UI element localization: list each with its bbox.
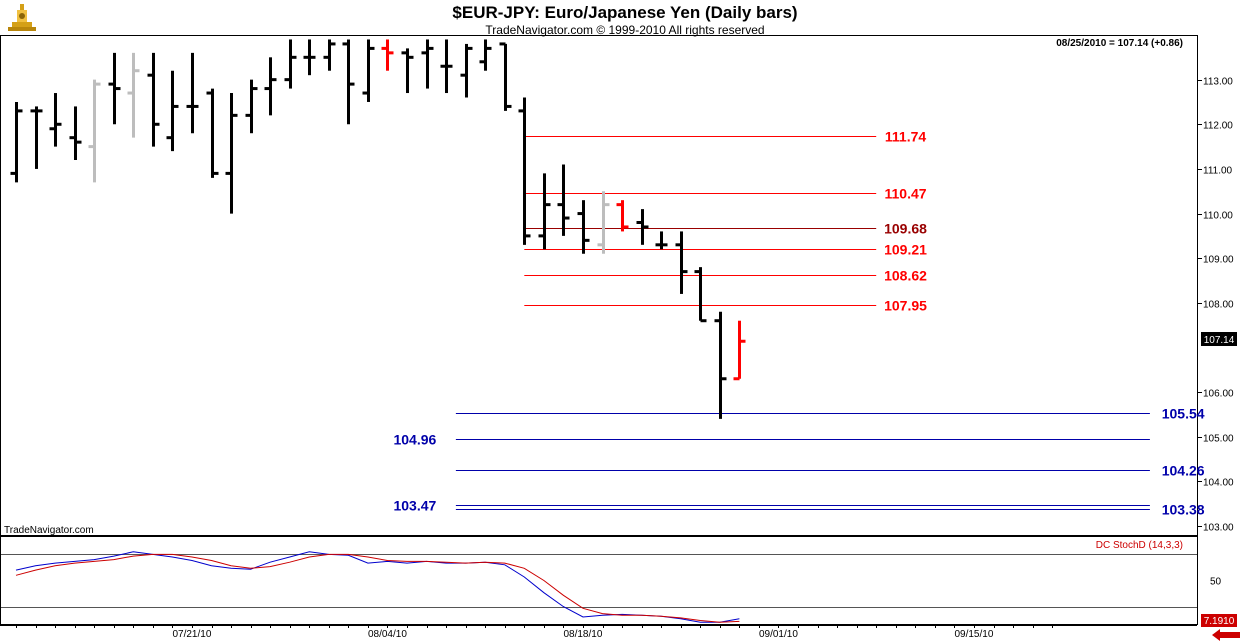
- indicator-name: DC StochD (14,3,3): [1096, 540, 1183, 551]
- x-tick-label: 07/21/10: [172, 629, 211, 640]
- watermark: TradeNavigator.com: [4, 525, 94, 536]
- price-bar: [597, 191, 610, 254]
- price-bar: [616, 200, 629, 232]
- price-bar: [714, 311, 727, 419]
- level-label-3: 109.21: [884, 242, 927, 258]
- price-bar: [10, 101, 23, 183]
- y-tick-label: 112.00: [1203, 121, 1233, 132]
- chart-subtitle: TradeNavigator.com © 1999-2010 All right…: [485, 23, 764, 37]
- main-panel-frame: [0, 35, 1198, 536]
- price-bar: [577, 200, 590, 254]
- price-bar: [733, 320, 746, 381]
- y-tick-label: 113.00: [1203, 77, 1233, 88]
- y-tick-label: 106.00: [1203, 389, 1234, 400]
- price-axis: 103.00 104.00 105.00 106.00 108.00 109.00 110.…: [1197, 77, 1234, 534]
- price-bar: [303, 39, 316, 76]
- price-bar: [636, 209, 649, 245]
- price-bar: [264, 57, 277, 116]
- price-bar: [655, 231, 668, 250]
- indicator-last-label: 7.1910: [1204, 616, 1235, 627]
- price-bar: [381, 39, 394, 71]
- price-bar: [460, 43, 473, 98]
- price-bar: [421, 39, 434, 89]
- level-label-8: 104.26: [1162, 463, 1205, 479]
- price-bar: [30, 106, 43, 169]
- level-label-10: 103.38: [1162, 502, 1205, 518]
- price-bar: [69, 106, 82, 160]
- price-bar: [401, 48, 414, 94]
- indicator-tick-label: 50: [1210, 577, 1222, 588]
- y-tick-label: 109.00: [1203, 255, 1234, 266]
- price-bar: [557, 164, 570, 236]
- level-label-0: 111.74: [885, 129, 926, 145]
- indicator-last-box: [1201, 614, 1237, 627]
- indicator-panel-frame: [0, 536, 1198, 625]
- last-price-box: [1201, 332, 1237, 346]
- price-bar: [88, 79, 101, 183]
- level-label-5: 107.95: [884, 298, 927, 314]
- price-bar: [518, 97, 531, 245]
- y-tick-label: 103.00: [1203, 523, 1234, 534]
- tradenavigator-logo: [8, 4, 36, 31]
- level-label-4: 108.62: [884, 268, 927, 284]
- price-bar: [206, 88, 219, 178]
- price-bar: [186, 52, 199, 134]
- y-tick-label: 105.00: [1203, 434, 1234, 445]
- price-bars: [10, 39, 746, 419]
- y-tick-label: 110.00: [1203, 211, 1233, 222]
- level-label-7: 104.96: [393, 432, 436, 448]
- price-bar: [499, 42, 512, 111]
- scroll-left-arrow-icon[interactable]: [1212, 629, 1240, 641]
- price-bar: [108, 52, 121, 125]
- x-tick-label: 08/18/10: [563, 629, 602, 640]
- date-axis: 07/21/10 08/04/10 08/18/10 09/01/10 09/15/10: [0, 625, 1197, 640]
- price-bar: [49, 93, 62, 147]
- level-label-9: 103.47: [393, 498, 436, 514]
- stoch-k-line: [15, 551, 740, 623]
- price-bar: [147, 52, 160, 147]
- price-bar: [440, 39, 453, 94]
- stoch-d-line: [15, 553, 740, 623]
- price-bar: [284, 39, 297, 89]
- price-bar: [166, 70, 179, 152]
- stochastic-indicator: 50: [1, 551, 1222, 623]
- price-readout: 08/25/2010 = 107.14 (+0.86): [1056, 38, 1183, 49]
- price-bar: [127, 52, 140, 138]
- level-label-1: 110.47: [884, 186, 926, 202]
- levels: 111.74 110.47 109.68 109.21 108.62 107.95 105.…: [393, 129, 1204, 518]
- price-bar: [362, 39, 375, 102]
- level-label-6: 105.54: [1162, 406, 1205, 422]
- price-bar: [225, 93, 238, 214]
- price-bar: [479, 39, 492, 71]
- x-tick-label: 08/04/10: [368, 629, 407, 640]
- x-tick-label: 09/01/10: [759, 629, 798, 640]
- y-tick-label: 108.00: [1203, 300, 1234, 311]
- x-tick-label: 09/15/10: [954, 629, 993, 640]
- last-price-label: 107.14: [1204, 335, 1235, 346]
- price-bar: [694, 267, 707, 323]
- price-bar: [323, 39, 336, 71]
- y-tick-label: 111.00: [1203, 166, 1233, 177]
- price-bar: [245, 79, 258, 134]
- level-label-2: 109.68: [884, 221, 927, 237]
- price-bar: [675, 231, 688, 294]
- y-tick-label: 104.00: [1203, 478, 1234, 489]
- chart-title: $EUR-JPY: Euro/Japanese Yen (Daily bars): [452, 3, 797, 22]
- price-bar: [342, 39, 355, 125]
- price-bar: [538, 173, 551, 250]
